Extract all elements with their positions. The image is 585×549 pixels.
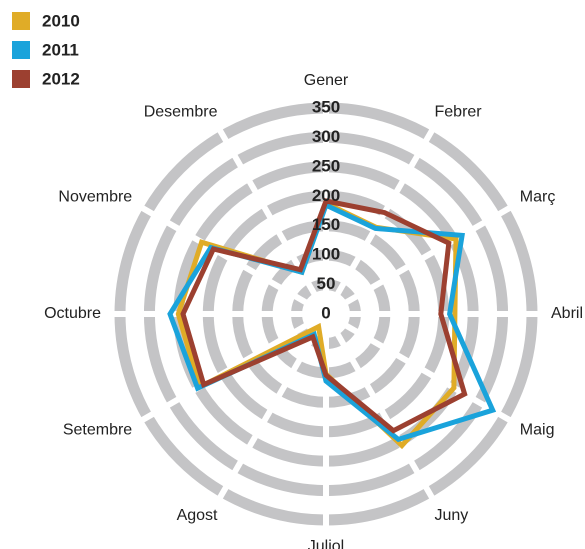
category-label: Abril — [551, 305, 583, 322]
legend-swatch — [12, 41, 30, 59]
legend-label: 2010 — [42, 11, 80, 30]
y-tick-label: 100 — [312, 245, 340, 264]
spoke-gap — [324, 202, 517, 317]
y-tick-label: 50 — [317, 274, 336, 293]
series-line — [167, 201, 497, 443]
legend-swatch — [12, 12, 30, 30]
spoke-gap — [323, 123, 438, 316]
category-label: Febrer — [435, 103, 483, 120]
series-line — [180, 198, 468, 434]
category-label: Octubre — [44, 305, 101, 322]
legend-label: 2011 — [42, 40, 79, 59]
y-tick-label: 150 — [312, 215, 340, 234]
legend-label: 2012 — [42, 69, 80, 88]
spoke-gap — [324, 311, 517, 426]
category-label: Desembre — [144, 103, 218, 120]
legend-swatch — [12, 70, 30, 88]
category-label: Juliol — [308, 538, 344, 549]
category-label: Maig — [520, 422, 555, 439]
y-tick-label: 250 — [312, 156, 340, 175]
category-label: Març — [520, 189, 556, 206]
category-label: Gener — [304, 72, 349, 89]
spoke-gap — [323, 312, 438, 505]
category-label: Juny — [435, 507, 469, 524]
category-label: Setembre — [63, 422, 132, 439]
spoke-gap — [214, 312, 329, 505]
spoke-gap — [214, 123, 329, 316]
spoke-gap — [135, 202, 328, 317]
y-tick-label: 350 — [312, 97, 340, 116]
y-tick-label: 200 — [312, 186, 340, 205]
category-label: Novembre — [58, 189, 132, 206]
category-label: Agost — [177, 507, 218, 524]
y-tick-label: 300 — [312, 127, 340, 146]
y-tick-label: 0 — [321, 303, 330, 322]
